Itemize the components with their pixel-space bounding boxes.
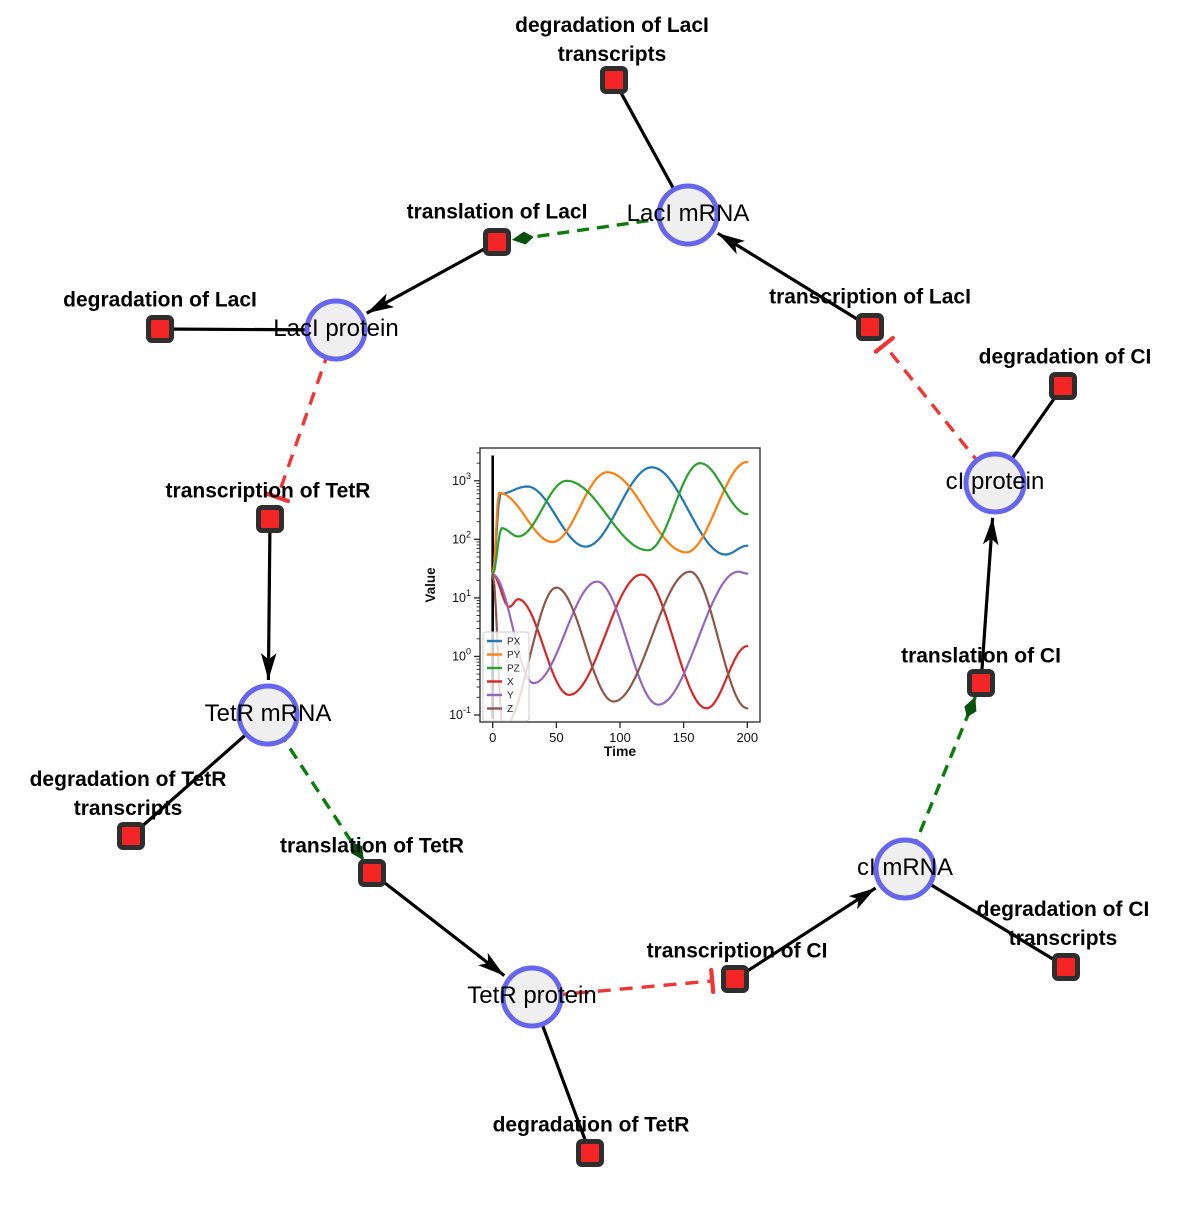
reaction-node-deg-laci[interactable] [146,315,174,343]
edge-transcription-ci-to-ci-mrna [734,886,877,981]
species-node-laci-mrna[interactable] [656,183,720,247]
reaction-node-translation-ci[interactable] [967,669,995,697]
edge-transcription-laci-to-laci-mrna [716,231,871,329]
x-tick-label: 150 [673,730,695,745]
x-tick-label: 200 [736,730,758,745]
legend-entry-Y: Y [507,691,514,702]
legend-entry-PZ: PZ [507,664,520,675]
legend-entry-Z: Z [507,704,513,715]
series-Y [491,570,749,706]
reaction-node-deg-laci-tx[interactable] [600,66,628,94]
edge-translation-laci-to-laci-protein [365,240,498,315]
reaction-node-transcription-ci[interactable] [721,965,749,993]
species-node-laci-protein[interactable] [304,298,368,362]
plot-curves [491,455,749,722]
y-tick-label: 10-1 [449,705,471,722]
timecourse-inset-plot: 0 50 100 150 200 10-1 100 101 102 103 Time Value PX P… [422,430,778,768]
y-tick-label: 103 [452,471,471,488]
reaction-node-deg-ci-tx[interactable] [1052,953,1080,981]
species-node-tetr-protein[interactable] [500,965,564,1029]
edge-translation-ci-to-ci-protein [979,517,999,684]
edge-transcription-tetr-to-tetr-mrna [260,518,277,681]
x-axis-label: Time [604,743,637,759]
species-node-ci-protein[interactable] [963,451,1027,515]
legend-entry-PX: PX [507,637,521,648]
legend-entry-X: X [507,677,514,688]
x-tick-label: 0 [489,730,496,745]
timecourse-chart: 0 50 100 150 200 10-1 100 101 102 103 Time Value PX P… [423,447,761,759]
x-tick-label: 50 [549,730,563,745]
reaction-node-translation-laci[interactable] [483,228,511,256]
y-tick-label: 101 [452,588,471,605]
series-X [491,573,749,710]
y-axis-label: Value [423,567,438,603]
edge-translation-tetr-to-tetr-protein [371,871,506,977]
reaction-node-transcription-tetr[interactable] [256,505,284,533]
legend-entry-PY: PY [507,650,521,661]
reaction-node-deg-tetr[interactable] [576,1139,604,1167]
y-tick-label: 102 [452,529,471,546]
series-PZ [491,462,749,576]
reaction-node-translation-tetr[interactable] [358,859,386,887]
series-PX [491,466,749,576]
species-node-tetr-mrna[interactable] [236,683,300,747]
series-Z [491,570,749,722]
reaction-node-deg-ci[interactable] [1049,372,1077,400]
y-tick-label: 100 [452,646,471,663]
x-tick-label: 100 [609,730,631,745]
series-PY [491,460,749,576]
reaction-node-deg-tetr-tx[interactable] [117,822,145,850]
species-node-ci-mrna[interactable] [873,837,937,901]
